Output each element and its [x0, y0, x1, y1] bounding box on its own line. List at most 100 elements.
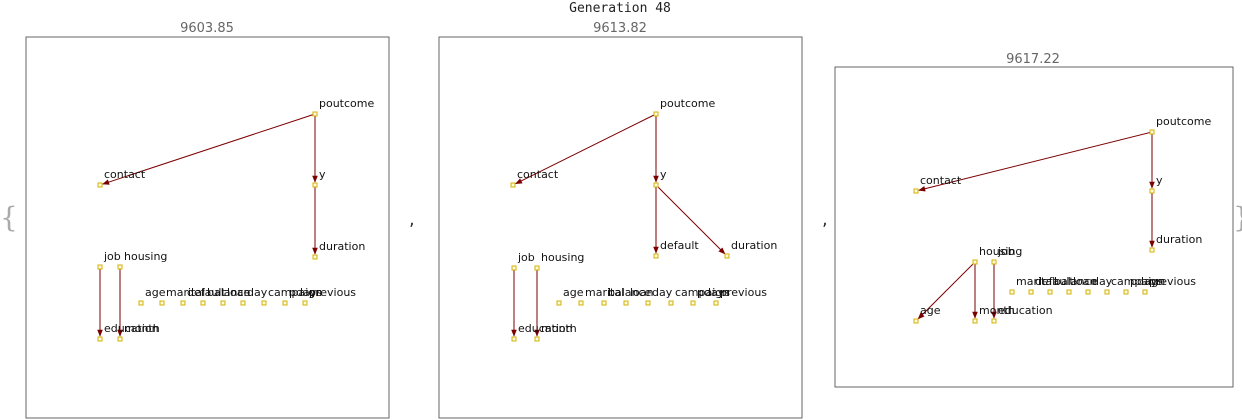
node-label-balance: balance — [207, 286, 251, 299]
separator-1: , — [409, 209, 415, 230]
node-y — [653, 182, 659, 188]
node-label-education: education — [998, 304, 1053, 317]
node-loan — [220, 300, 226, 306]
node-poutcome — [312, 111, 318, 117]
node-label-default: default — [187, 286, 226, 299]
generation-title: Generation 48 — [569, 1, 671, 16]
node-balance — [1047, 289, 1053, 295]
node-loan — [1066, 289, 1072, 295]
node-label-pdays: pdays — [697, 286, 730, 299]
graph-panel-2: 9613.82 poutcome contact y default duration j… — [438, 21, 803, 419]
edge-poutcome-to-contact — [102, 113, 316, 185]
node-pdays — [282, 300, 288, 306]
node-label-job: job — [517, 251, 535, 264]
node-label-education: education — [518, 322, 573, 335]
node-day — [645, 300, 651, 306]
node-label-month: month — [124, 322, 160, 335]
node-age — [556, 300, 562, 306]
separator-2: , — [822, 209, 828, 230]
node-label-marital: marital — [585, 286, 624, 299]
graph-panel-1: 9603.85 poutcome contact y duration job housi… — [25, 21, 390, 419]
node-label-duration: duration — [731, 239, 777, 252]
node-label-duration: duration — [1156, 233, 1202, 246]
node-label-housing: housing — [541, 251, 584, 264]
node-previous — [1142, 289, 1148, 295]
node-age — [138, 300, 144, 306]
node-label-balance: balance — [1054, 275, 1098, 288]
node-balance — [200, 300, 206, 306]
graph-score: 9603.85 — [180, 21, 234, 36]
node-label-age: age — [145, 286, 166, 299]
edge-y-to-duration — [655, 184, 726, 255]
node-education — [991, 318, 997, 324]
node-day — [240, 300, 246, 306]
node-month — [534, 336, 540, 342]
node-poutcome — [653, 111, 659, 117]
node-previous — [302, 300, 308, 306]
node-duration — [1149, 247, 1155, 253]
node-label-month: month — [541, 322, 577, 335]
node-contact — [97, 182, 103, 188]
node-duration — [724, 253, 730, 259]
node-contact — [510, 182, 516, 188]
node-label-default: default — [1035, 275, 1074, 288]
node-month — [972, 318, 978, 324]
node-label-y: y — [1156, 174, 1163, 187]
node-label-previous: previous — [720, 286, 767, 299]
edge-poutcome-to-contact — [918, 131, 1153, 192]
node-default — [1028, 289, 1034, 295]
node-label-balance: balance — [608, 286, 652, 299]
node-label-marital: marital — [1016, 275, 1055, 288]
node-month — [117, 336, 123, 342]
node-y — [312, 182, 318, 188]
edge-poutcome-to-contact — [515, 113, 657, 185]
open-brace: { — [0, 201, 18, 234]
graph-frame — [438, 36, 803, 419]
node-education — [97, 336, 103, 342]
node-label-campaign: campaign — [675, 286, 729, 299]
node-housing — [972, 259, 978, 265]
node-label-month: month — [979, 304, 1015, 317]
node-pdays — [1123, 289, 1129, 295]
node-marital — [159, 300, 165, 306]
node-label-contact: contact — [104, 168, 146, 181]
node-default — [653, 253, 659, 259]
node-label-pdays: pdays — [1130, 275, 1163, 288]
node-label-day: day — [1092, 275, 1113, 288]
node-contact — [913, 188, 919, 194]
node-label-contact: contact — [920, 174, 962, 187]
node-previous — [713, 300, 719, 306]
node-loan — [623, 300, 629, 306]
node-education — [511, 336, 517, 342]
node-label-housing: housing — [979, 245, 1022, 258]
edge-housing-to-age — [917, 261, 976, 320]
graph-frame — [25, 36, 390, 419]
node-label-y: y — [660, 168, 667, 181]
graph-score: 9617.22 — [1006, 52, 1060, 67]
node-label-campaign: campaign — [268, 286, 322, 299]
graph-frame — [834, 66, 1234, 388]
node-label-education: education — [104, 322, 159, 335]
node-label-poutcome: poutcome — [1156, 115, 1211, 128]
node-age — [913, 318, 919, 324]
node-label-default: default — [660, 239, 699, 252]
node-label-pdays: pdays — [289, 286, 322, 299]
node-pdays — [690, 300, 696, 306]
node-label-previous: previous — [309, 286, 356, 299]
node-poutcome — [1149, 129, 1155, 135]
node-label-duration: duration — [319, 240, 365, 253]
node-campaign — [1104, 289, 1110, 295]
node-label-campaign: campaign — [1111, 275, 1165, 288]
node-campaign — [261, 300, 267, 306]
node-label-age: age — [920, 304, 941, 317]
node-label-job: job — [997, 245, 1015, 258]
node-label-loan: loan — [227, 286, 251, 299]
node-label-age: age — [563, 286, 584, 299]
node-housing — [117, 264, 123, 270]
node-balance — [601, 300, 607, 306]
node-housing — [534, 265, 540, 271]
node-label-poutcome: poutcome — [660, 97, 715, 110]
close-brace: } — [1233, 201, 1242, 234]
node-label-housing: housing — [124, 250, 167, 263]
node-label-loan: loan — [630, 286, 654, 299]
